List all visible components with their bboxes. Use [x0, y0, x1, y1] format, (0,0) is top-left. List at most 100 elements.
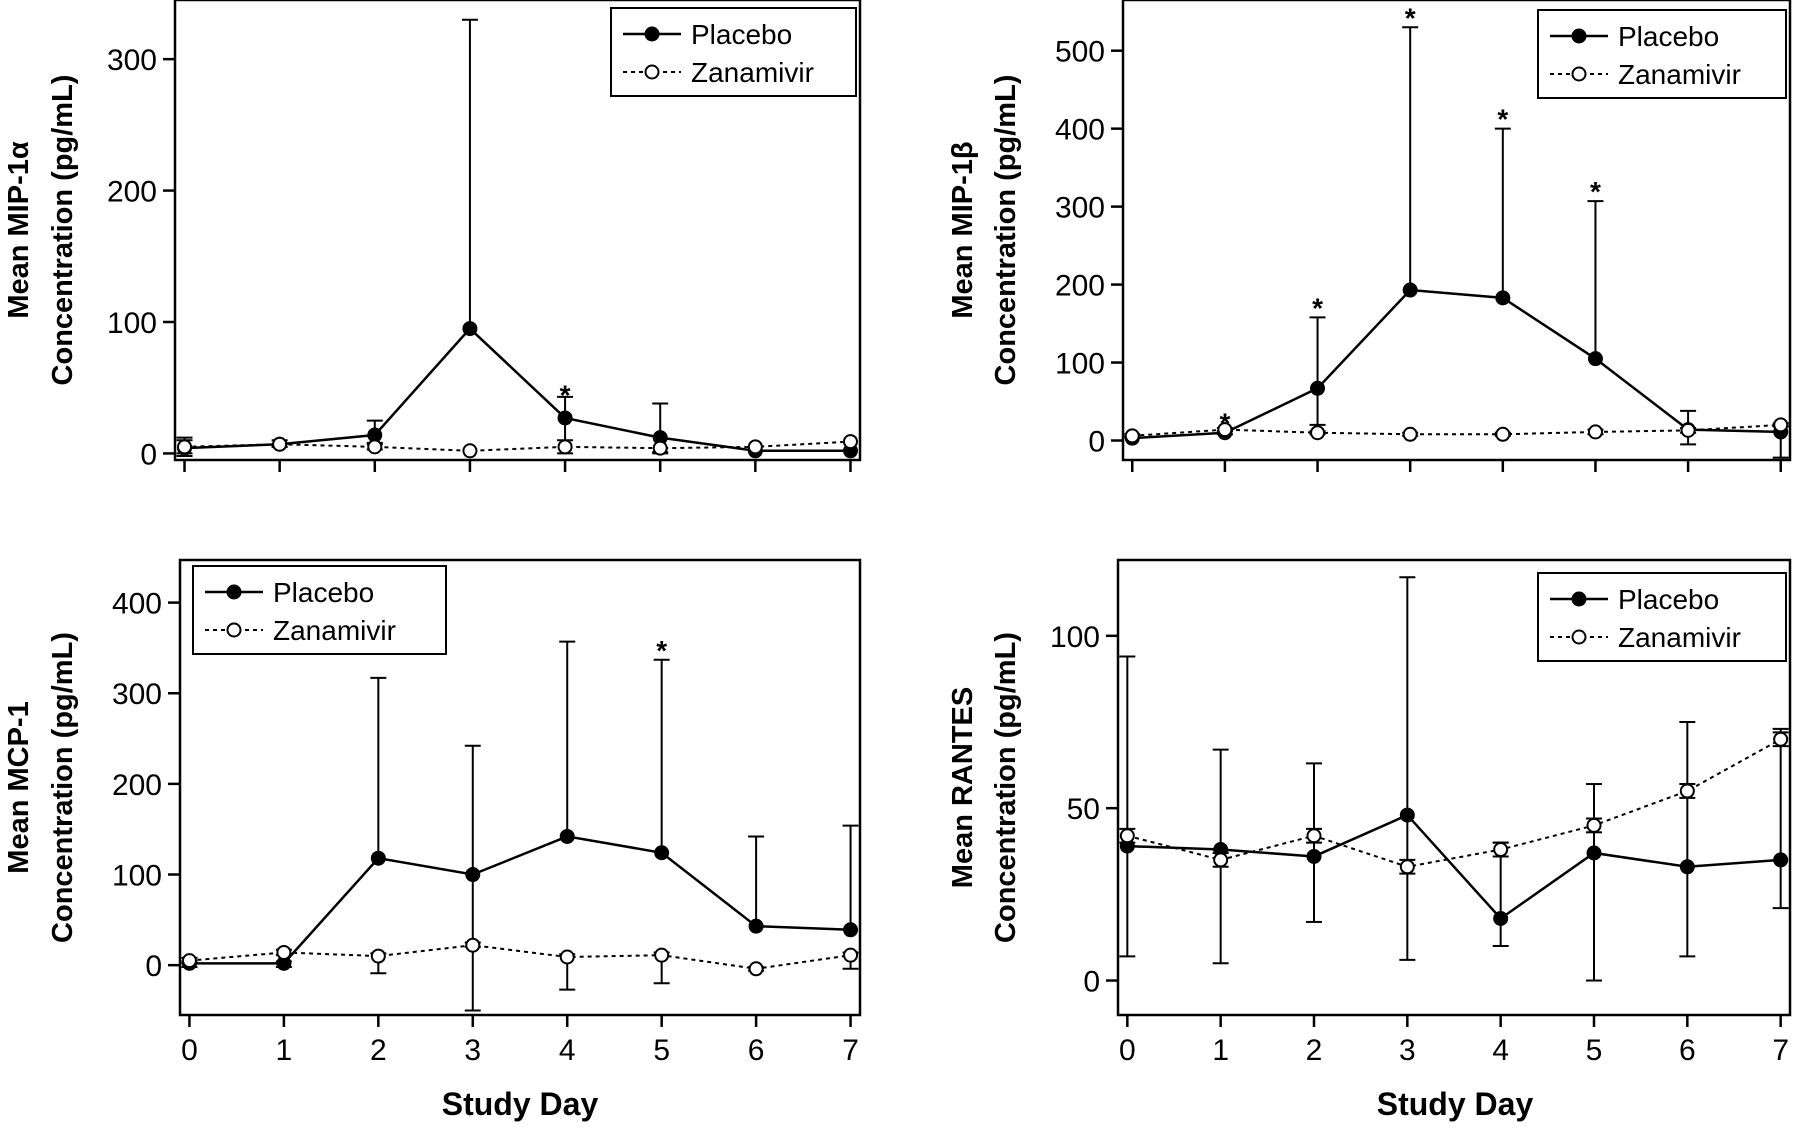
x-tick-label: 0: [1119, 1034, 1136, 1067]
chart-panel-4: 0 50 100 0 1 2 3 4 5 6 7 Mean RANTES Concentration (…: [947, 558, 1792, 1067]
data-point-zanamivir: [1217, 422, 1233, 438]
y-axis-label: Mean MIP-1α: [3, 141, 35, 319]
significance-star: *: [1497, 104, 1508, 135]
series-line-zanamivir: [189, 944, 851, 970]
y-tick-label: 200: [1055, 270, 1105, 303]
legend-marker-zanamivir: [226, 622, 242, 638]
data-point-zanamivir: [462, 443, 478, 459]
plot-frame: [173, 0, 862, 462]
data-point-zanamivir: [181, 953, 197, 969]
data-point-placebo: [748, 918, 764, 934]
data-point-zanamivir: [557, 439, 573, 455]
legend-marker-placebo: [226, 584, 242, 600]
data-point-zanamivir: [1773, 731, 1789, 747]
legend-marker-placebo: [1571, 591, 1587, 607]
data-point-placebo: [557, 410, 573, 426]
data-point-zanamivir: [1402, 426, 1418, 442]
data-point-zanamivir: [177, 439, 193, 455]
y-tick-label: 0: [1088, 426, 1105, 459]
legend-label-placebo: Placebo: [1618, 21, 1719, 52]
legend-label-placebo: Placebo: [273, 577, 374, 608]
legend-marker-placebo: [644, 26, 660, 42]
series-line-placebo: [184, 326, 851, 453]
legend-marker-zanamivir: [1571, 66, 1587, 82]
legend-box: [1537, 572, 1787, 662]
x-tick-label: 2: [370, 1034, 387, 1067]
y-axis-label: Concentration (pg/mL): [47, 632, 79, 943]
significance-star: *: [560, 379, 571, 410]
series-line-zanamivir: [184, 440, 851, 452]
data-point-zanamivir: [559, 949, 575, 965]
data-point-zanamivir: [654, 947, 670, 963]
y-axis-label: Mean MIP-1β: [947, 141, 979, 318]
legend-marker-placebo: [1571, 28, 1587, 44]
y-axis-label: Mean RANTES: [947, 687, 979, 888]
data-point-zanamivir: [747, 439, 763, 455]
data-point-placebo: [1493, 910, 1509, 926]
x-tick-label: 0: [181, 1034, 198, 1067]
x-tick-label: 6: [748, 1034, 765, 1067]
y-tick-label: 300: [1055, 192, 1105, 225]
y-tick-label: 100: [1055, 348, 1105, 381]
plot-frame: [1116, 558, 1792, 1017]
data-point-zanamivir: [465, 937, 481, 953]
x-tick-label: 1: [276, 1034, 293, 1067]
legend-marker-zanamivir: [644, 64, 660, 80]
data-point-zanamivir: [843, 947, 859, 963]
plot-frame: [1121, 0, 1792, 462]
legend-label-zanamivir: Zanamivir: [273, 615, 396, 646]
x-tick-label: 3: [464, 1034, 481, 1067]
data-point-zanamivir: [1306, 828, 1322, 844]
legend: Placebo Zanamivir: [610, 7, 857, 97]
data-point-zanamivir: [1310, 425, 1326, 441]
x-tick-label: 5: [653, 1034, 670, 1067]
data-point-placebo: [370, 850, 386, 866]
legend-label-placebo: Placebo: [1618, 584, 1719, 615]
y-tick-label: 50: [1067, 793, 1100, 826]
y-tick-label: 0: [140, 438, 157, 471]
data-point-zanamivir: [370, 948, 386, 964]
x-tick-label: 6: [1679, 1034, 1696, 1067]
data-point-zanamivir: [1773, 417, 1789, 433]
data-point-placebo: [1495, 290, 1511, 306]
data-point-zanamivir: [748, 961, 764, 977]
significance-star: *: [1219, 408, 1230, 439]
data-point-zanamivir: [1493, 842, 1509, 858]
x-axis-label-right: Study Day: [1377, 1086, 1534, 1122]
x-tick-label: 4: [1492, 1034, 1509, 1067]
legend-box: [1537, 9, 1787, 99]
chart-panel-1: 0 100 200 300 Mean MIP-1α Concentration (pg/m…: [3, 0, 862, 472]
data-point-placebo: [1587, 351, 1603, 367]
data-point-zanamivir: [1679, 783, 1695, 799]
y-tick-label: 200: [107, 176, 157, 209]
series-line-placebo: [1132, 288, 1781, 440]
data-point-placebo: [1773, 852, 1789, 868]
data-point-zanamivir: [1213, 852, 1229, 868]
data-point-placebo: [1586, 845, 1602, 861]
y-tick-label: 100: [1050, 621, 1100, 654]
data-point-zanamivir: [1399, 859, 1415, 875]
y-tick-label: 400: [112, 588, 162, 621]
significance-star: *: [1590, 176, 1601, 207]
data-point-placebo: [1402, 282, 1418, 298]
x-tick-label: 4: [559, 1034, 576, 1067]
x-tick-label: 7: [1772, 1034, 1789, 1067]
y-tick-label: 300: [112, 678, 162, 711]
data-point-zanamivir: [276, 944, 292, 960]
legend: Placebo Zanamivir: [1537, 9, 1787, 99]
legend-marker-zanamivir: [1571, 629, 1587, 645]
y-tick-label: 0: [145, 950, 162, 983]
legend: Placebo Zanamivir: [192, 565, 447, 655]
y-tick-label: 200: [112, 769, 162, 802]
x-tick-label: 2: [1306, 1034, 1323, 1067]
series-line-zanamivir: [1127, 738, 1782, 868]
plot-frame: [178, 558, 862, 1017]
data-point-zanamivir: [1680, 422, 1696, 438]
legend-label-zanamivir: Zanamivir: [1618, 622, 1741, 653]
y-tick-label: 400: [1055, 114, 1105, 147]
legend-label-zanamivir: Zanamivir: [1618, 59, 1741, 90]
x-tick-label: 1: [1212, 1034, 1229, 1067]
y-tick-label: 100: [107, 307, 157, 340]
legend-label-placebo: Placebo: [691, 19, 792, 50]
